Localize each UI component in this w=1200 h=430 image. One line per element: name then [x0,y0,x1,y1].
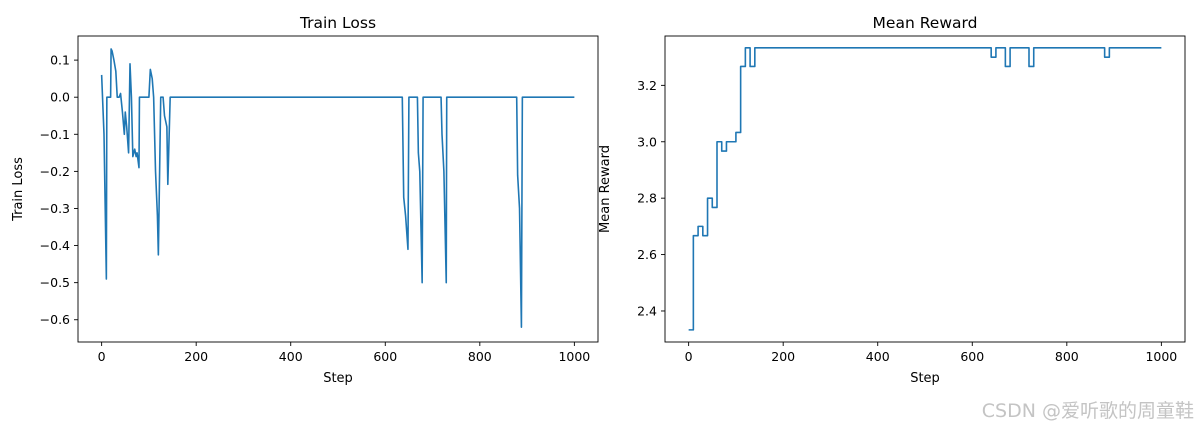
mean-reward-x-tick-label: 800 [1055,349,1079,364]
train-loss-y-axis-label: Train Loss [11,157,26,222]
mean-reward-y-tick-label: 2.8 [637,191,657,206]
train-loss-x-tick-label: 0 [98,349,106,364]
mean-reward-y-tick-label: 3.2 [637,78,657,93]
mean-reward-x-tick-label: 1000 [1145,349,1177,364]
train-loss-y-tick-label: −0.4 [40,238,70,253]
train-loss-x-tick-label: 1000 [558,349,590,364]
train-loss-axes-frame [77,35,599,343]
train-loss-panel: 0 200 400 600 800 1000 −0.6 −0.5 −0.4 −0.3 −0.2 −0.… [11,14,599,386]
mean-reward-chart-title: Mean Reward [873,14,978,32]
mean-reward-axes-frame [664,35,1186,343]
mean-reward-y-axis-label: Mean Reward [598,145,613,233]
mean-reward-series-line-0 [688,47,1162,331]
train-loss-x-tick-label: 800 [468,349,492,364]
train-loss-x-axis-label: Step [323,371,353,386]
mean-reward-x-tick-label: 0 [685,349,693,364]
train-loss-x-tick-label: 200 [184,349,208,364]
train-loss-chart-title: Train Loss [299,14,376,32]
train-loss-y-tick-label: −0.6 [40,312,70,327]
mean-reward-y-tick-label: 3.0 [637,134,657,149]
watermark-text: CSDN @爱听歌的周童鞋 [981,400,1194,422]
train-loss-y-tick-label: 0.1 [50,53,70,68]
train-loss-series-line-0 [100,48,575,328]
train-loss-x-tick-label: 400 [279,349,303,364]
train-loss-y-tick-label: −0.2 [40,164,70,179]
train-loss-y-tick-label: −0.1 [40,127,70,142]
mean-reward-x-axis-label: Step [910,371,940,386]
mean-reward-y-tick-label: 2.6 [637,247,657,262]
train-loss-y-tick-label: −0.5 [40,275,70,290]
mean-reward-y-tick-label: 2.4 [637,303,657,318]
mean-reward-x-tick-label: 200 [771,349,795,364]
mean-reward-x-tick-label: 600 [960,349,984,364]
train-loss-y-tick-label: −0.3 [40,201,70,216]
mean-reward-panel: 0 200 400 600 800 1000 2.4 2.6 2.8 3.0 3.2 Mean Rew… [598,14,1186,386]
mean-reward-x-tick-label: 400 [866,349,890,364]
train-loss-y-tick-label: 0.0 [50,90,70,105]
train-loss-x-tick-label: 600 [373,349,397,364]
